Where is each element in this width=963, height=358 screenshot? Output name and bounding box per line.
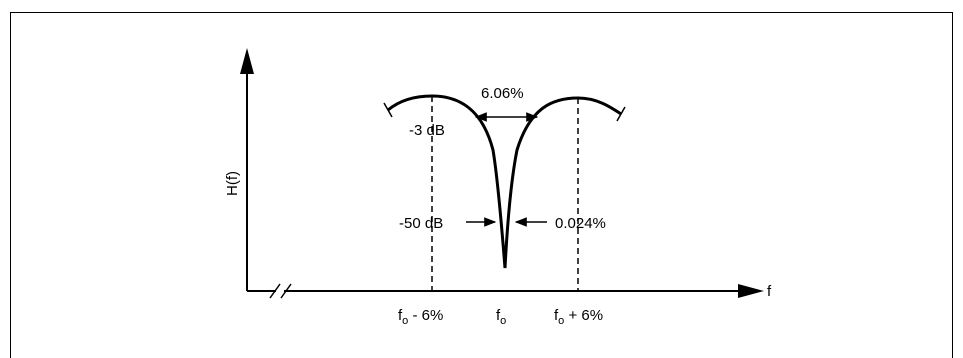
- minus50db-label: -50 dB: [399, 215, 443, 232]
- minus3db-label: -3 dB: [409, 122, 445, 139]
- curve-left-endcap: [383, 102, 393, 118]
- y-axis-label: H(f): [224, 171, 241, 196]
- tick-label-center: fo: [496, 307, 506, 327]
- narrow-width-label: 0.024%: [555, 215, 606, 232]
- axis-break-mark-1: [269, 283, 281, 299]
- notch-width-label: 6.06%: [481, 85, 524, 102]
- curve-right-endcap: [616, 106, 626, 122]
- diagram-frame: [10, 12, 953, 358]
- axis-break-mark-2: [280, 283, 292, 299]
- x-axis-arrowhead: [738, 284, 764, 298]
- x-axis-label: f: [767, 283, 772, 300]
- y-axis-arrowhead: [240, 48, 254, 74]
- tick-label-right: fo + 6%: [554, 307, 603, 327]
- tick-label-left: fo - 6%: [398, 307, 443, 327]
- notch-response-curve: [387, 94, 622, 269]
